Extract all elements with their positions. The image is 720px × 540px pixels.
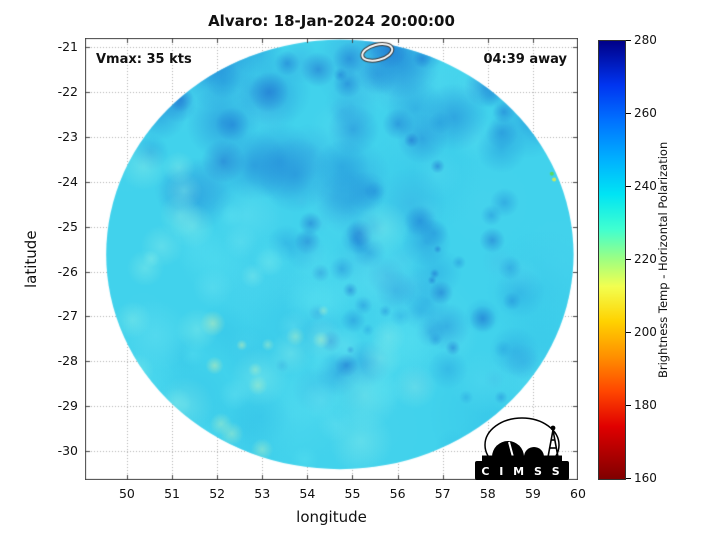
colorbar-tick-label: 160 <box>634 471 657 485</box>
colorbar-tick-mark <box>626 405 631 406</box>
x-tick-label: 60 <box>570 486 586 501</box>
chart-title: Alvaro: 18-Jan-2024 20:00:00 <box>208 12 455 30</box>
colorbar-tick-label: 220 <box>634 252 657 266</box>
colorbar-tick-mark <box>626 478 631 479</box>
y-axis-label: latitude <box>22 230 40 288</box>
small-dome-icon <box>524 447 544 457</box>
y-tick-label: -25 <box>57 218 78 234</box>
eta-annotation: 04:39 away <box>483 52 567 67</box>
y-tick-label: -22 <box>57 83 78 99</box>
observatory-dome-icon <box>492 441 524 457</box>
cimss-logo-graphic: C I M S S <box>475 417 569 480</box>
y-tick-label: -24 <box>57 173 78 189</box>
y-tick-label: -23 <box>57 128 78 144</box>
cimss-logo-text: C I M S S <box>481 465 562 478</box>
cimss-logo: C I M S S <box>466 417 578 480</box>
colorbar-tick-mark <box>626 113 631 114</box>
x-tick-label: 52 <box>209 486 226 501</box>
x-axis-label: longitude <box>296 508 367 526</box>
y-tick-label: -30 <box>57 443 78 459</box>
colorbar-tick-mark <box>626 259 631 260</box>
x-tick-label: 50 <box>118 486 135 501</box>
brightness-temp-map <box>85 38 578 480</box>
colorbar-tick-mark <box>626 186 631 187</box>
y-tick-label: -26 <box>57 263 78 279</box>
y-tick-label: -21 <box>57 38 78 54</box>
colorbar-tick-mark <box>626 40 631 41</box>
colorbar <box>598 40 626 480</box>
y-tick-label: -28 <box>57 353 78 369</box>
y-tick-label: -29 <box>57 398 78 414</box>
colorbar-tick-label: 280 <box>634 33 657 47</box>
y-tick-label: -27 <box>57 308 78 324</box>
colorbar-tick-label: 240 <box>634 179 657 193</box>
x-tick-label: 56 <box>389 486 406 501</box>
x-tick-label: 53 <box>254 486 271 501</box>
x-tick-label: 58 <box>479 486 496 501</box>
colorbar-tick-label: 260 <box>634 106 657 120</box>
colorbar-gradient <box>599 41 625 479</box>
x-tick-label: 57 <box>434 486 451 501</box>
colorbar-tick-mark <box>626 332 631 333</box>
x-tick-label: 59 <box>524 486 541 501</box>
colorbar-tick-label: 200 <box>634 325 657 339</box>
x-tick-label: 54 <box>299 486 316 501</box>
radio-tower-icon <box>547 429 559 458</box>
x-tick-label: 55 <box>344 486 361 501</box>
colorbar-tick-label: 180 <box>634 398 657 412</box>
x-tick-label: 51 <box>164 486 180 501</box>
vmax-annotation: Vmax: 35 kts <box>96 52 192 67</box>
